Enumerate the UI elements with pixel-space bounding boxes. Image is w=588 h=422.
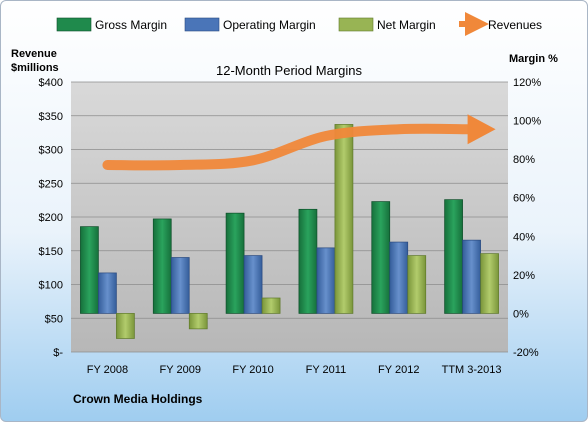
left-tick-label: $100 <box>39 280 63 292</box>
legend-item-net-margin: Net Margin <box>338 17 436 32</box>
revenue-arrowhead <box>467 114 496 145</box>
bar-net-margin <box>261 297 281 314</box>
bar-series <box>80 124 499 339</box>
right-tick-label: 60% <box>513 193 535 205</box>
left-tick-label: $400 <box>39 77 63 89</box>
legend-item-revenues: Revenues <box>459 12 542 36</box>
right-tick-label: 120% <box>513 77 541 89</box>
right-tick-label: 80% <box>513 154 535 166</box>
legend-item-gross-margin: Gross Margin <box>56 17 167 32</box>
bar-net-margin <box>480 253 499 314</box>
left-tick-label: $200 <box>39 212 63 224</box>
gridlines <box>71 81 508 353</box>
legend-swatch-net-margin <box>338 17 374 32</box>
right-tick-label: -20% <box>513 347 539 359</box>
category-labels: FY 2008 FY 2009 FY 2010 FY 2011 FY 2012 TTM 3… <box>87 364 502 376</box>
category-label: FY 2011 <box>306 364 347 376</box>
left-tick-label: $250 <box>39 178 63 190</box>
right-tick-label: 40% <box>513 231 535 243</box>
right-tick-label: 100% <box>513 116 541 128</box>
bar-operating-margin <box>243 255 263 314</box>
bar-gross-margin <box>298 208 318 314</box>
revenue-line <box>102 114 496 171</box>
right-tick-label: 0% <box>513 308 529 320</box>
bar-net-margin <box>188 313 208 330</box>
bar-gross-margin <box>152 218 172 314</box>
company-name: Crown Media Holdings <box>73 392 203 406</box>
legend-label-operating-margin: Operating Margin <box>223 18 316 32</box>
left-axis-ticks: $- $50 $100 $150 $200 $250 $300 $350 $400 <box>39 77 64 359</box>
left-tick-label: $350 <box>39 111 63 123</box>
bar-operating-margin <box>389 241 409 314</box>
bar-operating-margin <box>316 247 336 314</box>
legend-item-operating-margin: Operating Margin <box>184 17 316 32</box>
bar-gross-margin <box>80 226 99 314</box>
bar-operating-margin <box>462 239 481 314</box>
left-tick-label: $300 <box>39 145 63 157</box>
chart-title: 12-Month Period Margins <box>216 63 362 78</box>
legend-label-revenues: Revenues <box>488 18 542 32</box>
right-axis-title: Margin % <box>509 53 558 65</box>
bar-operating-margin <box>170 257 190 314</box>
legend-label-gross-margin: Gross Margin <box>95 18 167 32</box>
right-axis-ticks: -20% 0% 20% 40% 60% 80% 100% 120% <box>513 77 541 359</box>
left-axis-title-line2: $millions <box>11 62 59 74</box>
bar-net-margin <box>334 124 354 314</box>
bar-gross-margin <box>444 199 463 314</box>
revenue-line-path <box>102 123 477 171</box>
left-tick-label: $- <box>53 347 63 359</box>
category-label: FY 2009 <box>160 364 201 376</box>
legend-label-net-margin: Net Margin <box>377 18 436 32</box>
category-label: FY 2010 <box>232 364 273 376</box>
bar-net-margin <box>116 313 135 339</box>
category-label: FY 2008 <box>87 364 128 376</box>
legend-swatch-operating-margin <box>184 17 220 32</box>
bar-operating-margin <box>98 272 117 314</box>
category-label: FY 2012 <box>378 364 419 376</box>
bar-gross-margin <box>225 212 245 314</box>
category-label: TTM 3-2013 <box>442 364 502 376</box>
legend: Gross Margin Operating Margin Net Margin… <box>56 12 542 36</box>
left-tick-label: $150 <box>39 246 63 258</box>
right-tick-label: 20% <box>513 270 535 282</box>
bar-gross-margin <box>371 201 391 314</box>
left-axis-title-line1: Revenue <box>11 48 57 60</box>
legend-swatch-gross-margin <box>56 17 92 32</box>
left-tick-label: $50 <box>45 313 63 325</box>
bar-net-margin <box>407 255 427 314</box>
